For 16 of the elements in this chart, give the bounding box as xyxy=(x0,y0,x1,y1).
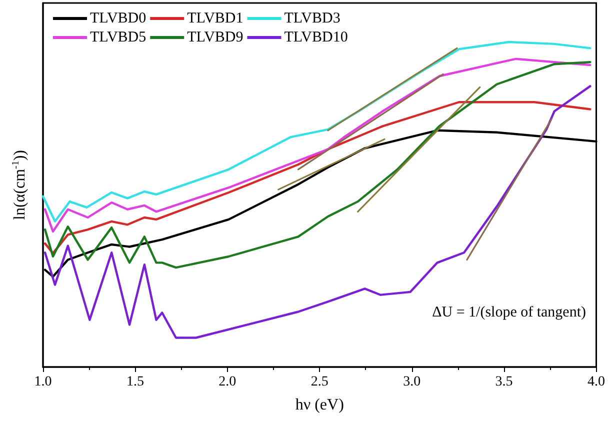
legend-label: TLVBD0 xyxy=(90,10,146,26)
x-tick-label: 1.5 xyxy=(126,374,144,390)
x-tick-label: 2.5 xyxy=(310,374,328,390)
x-tick-label: 1.0 xyxy=(34,374,52,390)
legend-label: TLVBD3 xyxy=(284,10,340,26)
x-tick-label: 3.0 xyxy=(403,374,421,390)
legend-label: TLVBD1 xyxy=(187,10,244,26)
legend-label: TLVBD9 xyxy=(187,30,244,46)
x-tick-label: 3.5 xyxy=(495,374,513,390)
legend-label: TLVBD5 xyxy=(90,30,146,46)
x-axis-title: hν (eV) xyxy=(295,396,344,414)
legend-label: TLVBD10 xyxy=(284,30,348,46)
x-tick-label: 2.0 xyxy=(218,374,236,390)
y-axis-title: ln(α(cm-1)) xyxy=(10,150,28,220)
annotation: ΔU = 1/(slope of tangent) xyxy=(432,304,586,320)
x-tick-label: 4.0 xyxy=(588,374,605,390)
